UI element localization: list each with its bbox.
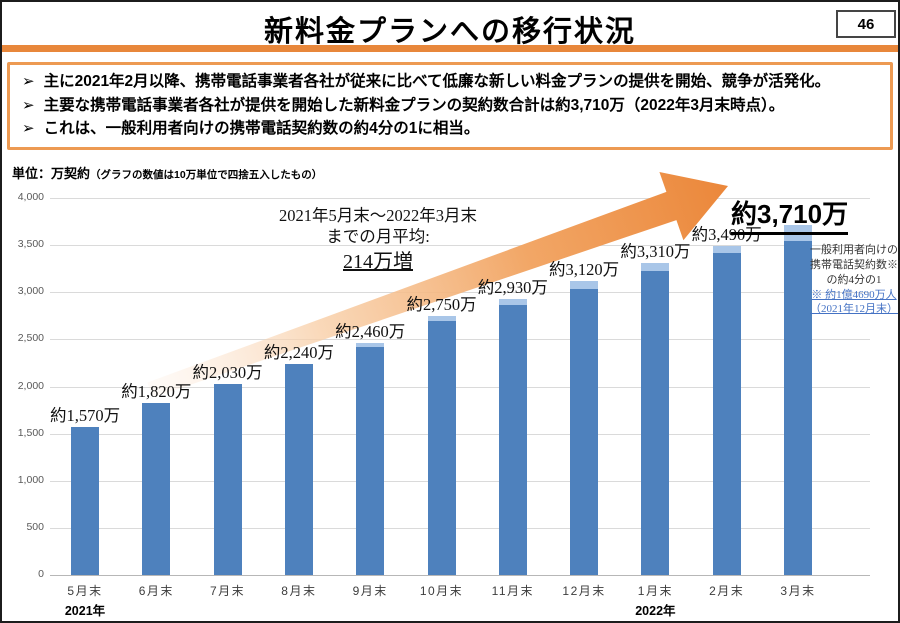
bar-segment-cap (356, 343, 385, 348)
unit-label: 単位：万契約（グラフの数値は10万単位で四捨五入したもの） (12, 163, 322, 182)
bar-segment-main (213, 383, 242, 575)
x-axis-category-label: 5月末 (67, 584, 103, 598)
bar-segment-main (641, 271, 670, 575)
y-axis-tick-label: 2,500 (17, 332, 44, 345)
unit-label-note: （グラフの数値は10万単位で四捨五入したもの） (90, 169, 323, 181)
bar-segment-main (570, 288, 599, 575)
summary-bullet-text: 主要な携帯電話事業者各社が提供を開始した新料金プランの契約数合計は約3,710万… (43, 96, 785, 114)
bar-segment-main (427, 320, 456, 575)
page-number-box: 46 (836, 10, 896, 38)
side-note-reference-date: （2021年12月末） (810, 303, 898, 316)
y-axis-tick-label: 0 (38, 568, 44, 580)
y-axis-tick-label: 3,000 (17, 285, 44, 298)
y-axis-tick-label: 3,500 (17, 238, 44, 251)
bar-segment-main (284, 363, 313, 575)
bar-segment-main (356, 347, 385, 575)
bar-segment-main (71, 427, 99, 575)
x-axis-category-label: 1月末 (637, 584, 673, 598)
gridline (50, 480, 870, 482)
bar-segment-main (142, 403, 171, 575)
growth-arrow-shape (147, 172, 729, 398)
bar-value-label: 約2,240万 (263, 342, 334, 362)
bar-value-label: 約2,930万 (477, 277, 548, 297)
x-axis-category-label: 11月末 (491, 584, 535, 598)
x-axis-category-label: 2月末 (709, 584, 745, 598)
year-label: 2021年 (64, 604, 106, 618)
x-axis-line (50, 575, 870, 576)
x-axis-category-label: 8月末 (281, 584, 317, 598)
bar-segment-main (498, 304, 527, 575)
summary-bullet-text: これは、一般利用者向けの携帯電話契約数の約4分の1に相当。 (43, 120, 480, 138)
contract-count-note: 一般利用者向けの 携帯電話契約数※ の約4分の1 ※ 約1億4690万人 （20… (810, 243, 898, 317)
x-axis-category-label: 7月末 (210, 584, 246, 598)
gridline (50, 433, 870, 435)
bar-segment-cap (498, 298, 527, 305)
title-divider (0, 45, 900, 52)
bar-segment-cap (570, 280, 599, 289)
summary-bullet-text: 主に2021年2月以降、携帯電話事業者各社が従来に比べて低廉な新しい料金プランの… (43, 73, 831, 91)
side-note-line3: の約4分の1 (826, 273, 882, 286)
bar-segment-main (784, 241, 812, 575)
avg-note-line2: までの月平均: (326, 227, 430, 247)
bar-segment-cap (427, 315, 456, 321)
bar-segment-main (712, 253, 741, 575)
summary-bullet-3: ➢ これは、一般利用者向けの携帯電話契約数の約4分の1に相当。 (22, 119, 880, 139)
summary-box: ➢ 主に2021年2月以降、携帯電話事業者各社が従来に比べて低廉な新しい料金プラ… (7, 62, 893, 150)
year-label: 2022年 (635, 604, 676, 618)
bar-segment-cap (712, 246, 741, 254)
bar-value-label: 約1,570万 (49, 406, 121, 426)
unit-label-main: 単位：万契約 (12, 166, 91, 181)
bar-value-label: 約3,120万 (549, 259, 620, 279)
x-axis-category-label: 10月末 (419, 584, 464, 598)
x-axis-category-label: 6月末 (138, 584, 174, 598)
bullet-arrow-icon: ➢ (22, 73, 35, 91)
gridline (50, 339, 870, 341)
gridline (50, 245, 870, 247)
bar-value-label: 約1,820万 (121, 382, 192, 402)
x-axis-category-label: 9月末 (352, 584, 388, 598)
y-axis-tick-label: 1,500 (17, 426, 44, 439)
page-title: 新料金プランへの移行状況 (263, 16, 636, 48)
side-note-reference: ※ 約1億4690万人 (811, 288, 897, 301)
y-axis-tick-label: 1,000 (17, 473, 44, 486)
bar-value-label: 約2,750万 (406, 294, 477, 314)
y-axis-tick-label: 4,000 (17, 191, 44, 203)
y-axis-tick-label: 500 (26, 520, 44, 533)
bar-segment-cap (641, 263, 670, 272)
gridline (50, 527, 870, 529)
gridline (50, 386, 870, 388)
avg-note-value: 214万増 (343, 251, 413, 274)
page-number: 46 (857, 15, 875, 33)
summary-bullet-2: ➢ 主要な携帯電話事業者各社が提供を開始した新料金プランの契約数合計は約3,71… (22, 96, 880, 116)
bar-value-label: 約2,030万 (192, 362, 263, 382)
y-axis-tick-label: 2,000 (17, 379, 44, 392)
x-axis-category-label: 3月末 (780, 584, 816, 598)
bullet-arrow-icon: ➢ (22, 120, 35, 138)
side-note-line1: 一般利用者向けの (810, 244, 898, 256)
bar-value-label: 約3,490万 (691, 225, 762, 245)
side-note-line2: 携帯電話契約数※ (810, 258, 898, 271)
x-axis-category-label: 12月末 (562, 584, 606, 598)
monthly-average-annotation: 2021年5月末～2022年3月末 までの月平均: 214万増 (258, 205, 498, 276)
bar-value-label-highlight: 約3,710万 (731, 194, 849, 235)
bar-value-label: 約3,310万 (620, 242, 691, 262)
bar-value-label: 約2,460万 (335, 322, 406, 342)
summary-bullet-1: ➢ 主に2021年2月以降、携帯電話事業者各社が従来に比べて低廉な新しい料金プラ… (22, 72, 880, 92)
avg-note-line1: 2021年5月末～2022年3月末 (279, 206, 477, 225)
gridline (50, 198, 870, 199)
bullet-arrow-icon: ➢ (22, 96, 35, 114)
